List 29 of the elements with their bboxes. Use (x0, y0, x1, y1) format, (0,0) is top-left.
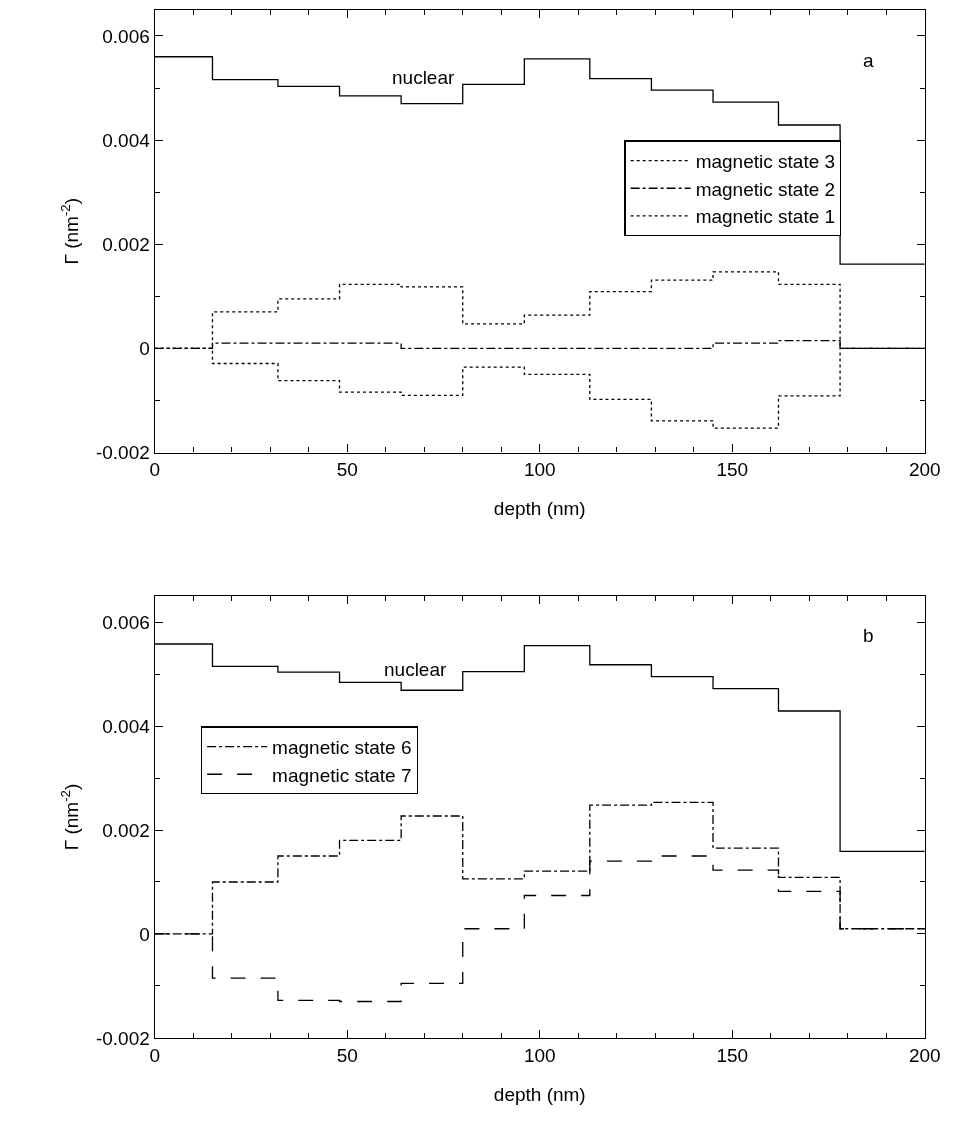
y-tick-label: 0.006 (102, 25, 150, 47)
y-tick-label: 0 (139, 338, 150, 360)
y-tick-label: -0.002 (95, 442, 150, 464)
y-tick-label: -0.002 (95, 1027, 150, 1049)
legend-label: magnetic state 2 (695, 178, 836, 200)
annotation: b (863, 625, 874, 646)
x-tick-label: 50 (336, 459, 358, 481)
x-tick-label: 50 (336, 1044, 358, 1066)
legend-label: magnetic state 6 (272, 736, 412, 758)
legend-label: magnetic state 7 (272, 764, 412, 786)
annotation: nuclear (392, 67, 455, 88)
annotation: a (863, 50, 874, 71)
annotation: nuclear (384, 659, 447, 680)
y-tick-label: 0.002 (102, 819, 150, 841)
x-tick-label: 100 (523, 1044, 556, 1066)
x-tick-label: 150 (716, 459, 749, 481)
x-axis-title: depth (nm) (493, 498, 586, 520)
x-tick-label: 200 (908, 459, 941, 481)
x-tick-label: 200 (908, 1044, 941, 1066)
legend-label: magnetic state 3 (695, 150, 836, 172)
x-axis-title: depth (nm) (493, 1083, 586, 1105)
y-tick-label: 0.002 (102, 233, 150, 255)
y-tick-label: 0.004 (102, 129, 151, 151)
y-tick-label: 0.004 (102, 715, 151, 737)
y-tick-label: 0 (139, 923, 150, 945)
x-tick-label: 100 (523, 459, 556, 481)
y-tick-label: 0.006 (102, 611, 150, 633)
x-tick-label: 150 (716, 1044, 749, 1066)
legend-label: magnetic state 1 (695, 206, 836, 228)
